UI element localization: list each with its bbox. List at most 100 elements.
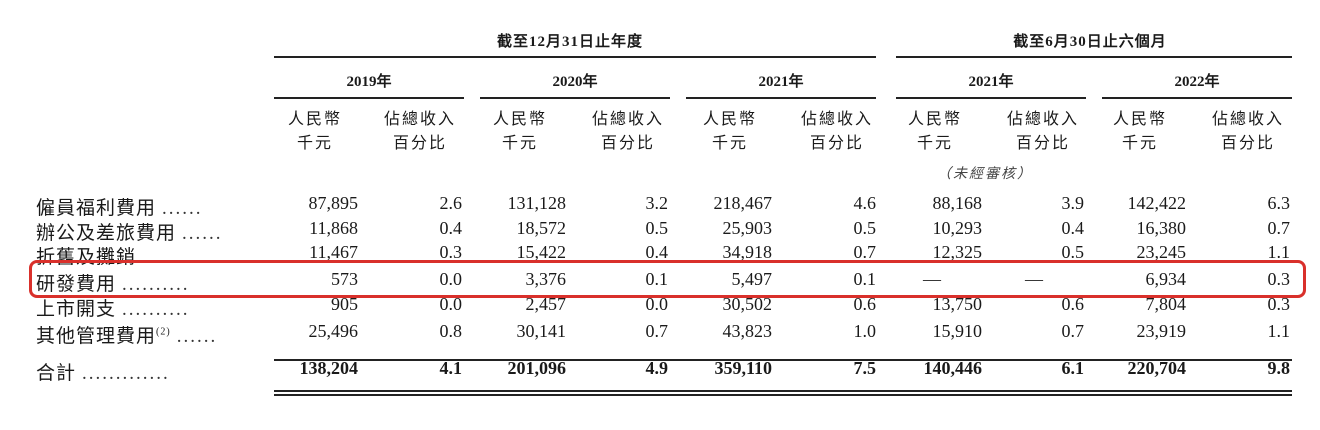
amount-cell: 18,572 (516, 218, 567, 238)
dot-leader: .......... (122, 299, 190, 320)
amount-cell: 88,168 (932, 193, 983, 213)
amount-cell: 201,096 (507, 358, 567, 378)
row-label-text: 合計 (36, 363, 77, 384)
unit-pct-header: 佔總收入 百分比 (1211, 111, 1284, 152)
footnote-mark: (2) (156, 326, 171, 338)
amount-cell: 16,380 (1136, 218, 1187, 238)
amount-cell: 34,918 (722, 242, 773, 262)
year-header-2019: 2019年 (346, 74, 392, 90)
percentage-cell: 0.5 (645, 218, 669, 238)
percentage-cell: 9.8 (1267, 358, 1291, 378)
half-year-group-header: 截至6月30日止六個月 (1013, 34, 1167, 50)
amount-cell: 2,457 (525, 294, 567, 314)
row-label-text: 上市開支 (36, 299, 117, 320)
year-header-h1-2022: 2022年 (1174, 74, 1220, 90)
amount-cell: 13,750 (932, 294, 983, 314)
dot-leader: ............. (82, 363, 170, 384)
total-double-rule-top (274, 390, 1292, 392)
percentage-cell: 0.0 (439, 269, 463, 289)
percentage-cell: 3.2 (645, 193, 669, 213)
percentage-cell: 0.4 (1061, 218, 1085, 238)
unit-amount-header: 人民幣 千元 (287, 111, 342, 152)
dot-leader: ...... (162, 198, 203, 219)
amount-cell: 87,895 (308, 193, 359, 213)
row-label: 上市開支.......... (36, 294, 190, 321)
percentage-cell: 0.3 (1267, 269, 1291, 289)
unit-pct-header: 佔總收入 百分比 (591, 111, 664, 152)
amount-cell: 359,110 (714, 358, 772, 378)
row-label: 研發費用.......... (36, 269, 190, 296)
amount-cell: 140,446 (923, 358, 983, 378)
year-rule (686, 97, 876, 99)
amount-cell: 220,704 (1127, 358, 1187, 378)
percentage-cell: 0.5 (853, 218, 877, 238)
row-label: 辦公及差旅費用...... (36, 218, 223, 245)
amount-cell: 573 (331, 269, 358, 289)
percentage-cell: 0.4 (439, 218, 463, 238)
amount-cell: 7,804 (1145, 294, 1187, 314)
unit-pct-header: 佔總收入 百分比 (1006, 111, 1079, 152)
percentage-cell: 7.5 (853, 358, 877, 378)
amount-cell: 23,919 (1136, 321, 1187, 341)
percentage-cell: 0.7 (1061, 321, 1085, 341)
unit-amount-header: 人民幣 千元 (907, 111, 962, 152)
percentage-cell: 0.5 (1061, 242, 1085, 262)
fiscal-year-group-header: 截至12月31日止年度 (496, 34, 643, 50)
row-label-text: 研發費用 (36, 274, 117, 295)
percentage-cell: — (1025, 269, 1043, 289)
percentage-cell: 0.7 (853, 242, 877, 262)
year-header-h1-2021: 2021年 (968, 74, 1014, 90)
row-label-text: 辦公及差旅費用 (36, 223, 177, 244)
amount-cell: 25,496 (308, 321, 359, 341)
unit-amount-header: 人民幣 千元 (702, 111, 757, 152)
year-rule (896, 97, 1086, 99)
unaudited-note: （未經審核） (937, 167, 1033, 182)
amount-cell: 30,502 (722, 294, 773, 314)
dot-leader: ...... (176, 326, 218, 347)
year-header-2021: 2021年 (758, 74, 804, 90)
amount-cell: 5,497 (731, 269, 773, 289)
percentage-cell: 6.1 (1061, 358, 1085, 378)
amount-cell: 11,868 (309, 218, 358, 238)
unit-pct-header: 佔總收入 百分比 (800, 111, 873, 152)
amount-cell: 131,128 (507, 193, 567, 213)
amount-cell: 15,422 (516, 242, 567, 262)
fy-group-rule (274, 56, 876, 58)
amount-cell: 142,422 (1127, 193, 1187, 213)
unit-pct-header: 佔總收入 百分比 (383, 111, 456, 152)
percentage-cell: 1.1 (1267, 321, 1291, 341)
year-rule (480, 97, 670, 99)
amount-cell: 30,141 (516, 321, 567, 341)
percentage-cell: 4.6 (853, 193, 877, 213)
subtotal-rule (274, 359, 1292, 361)
percentage-cell: 6.3 (1267, 193, 1291, 213)
total-double-rule-bottom (274, 394, 1292, 396)
row-label-text: 其他管理費用 (36, 326, 157, 347)
percentage-cell: 3.9 (1061, 193, 1085, 213)
amount-cell: 6,934 (1145, 269, 1187, 289)
amount-cell: 905 (331, 294, 358, 314)
amount-cell: 15,910 (932, 321, 983, 341)
amount-cell: 43,823 (722, 321, 773, 341)
year-rule (1102, 97, 1292, 99)
dot-leader: ...... (182, 223, 223, 244)
percentage-cell: 0.6 (853, 294, 877, 314)
percentage-cell: 0.0 (645, 294, 669, 314)
row-label: 其他管理費用(2)...... (36, 321, 217, 348)
year-header-2020: 2020年 (552, 74, 598, 90)
percentage-cell: 4.9 (645, 358, 669, 378)
row-label: 僱員福利費用...... (36, 193, 203, 220)
percentage-cell: 4.1 (439, 358, 463, 378)
amount-cell: 3,376 (525, 269, 567, 289)
amount-cell: 11,467 (309, 242, 358, 262)
amount-cell: — (923, 269, 941, 289)
percentage-cell: 0.6 (1061, 294, 1085, 314)
total-row-label: 合計............. (36, 358, 170, 385)
percentage-cell: 1.1 (1267, 242, 1291, 262)
amount-cell: 12,325 (932, 242, 983, 262)
amount-cell: 25,903 (722, 218, 773, 238)
half-group-rule (896, 56, 1292, 58)
amount-cell: 10,293 (932, 218, 983, 238)
unit-amount-header: 人民幣 千元 (492, 111, 547, 152)
